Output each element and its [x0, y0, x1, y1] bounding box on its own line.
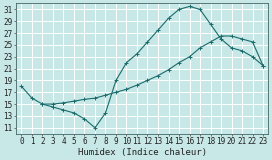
X-axis label: Humidex (Indice chaleur): Humidex (Indice chaleur)	[78, 148, 207, 156]
